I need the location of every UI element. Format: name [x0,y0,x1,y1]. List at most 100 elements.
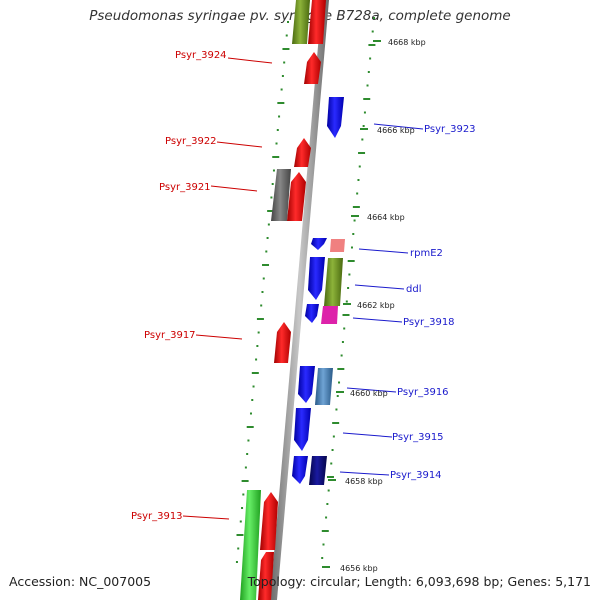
outer-ruler-dot [373,17,375,19]
outer-ruler-dot [338,381,341,384]
inner-ruler-dot [287,21,289,23]
outer-ruler-dot [366,84,369,87]
label-psyr-3924[interactable]: Psyr_3924 [175,50,227,61]
outer-ruler-dot [362,125,365,127]
label-psyr-3922[interactable]: Psyr_3922 [165,136,217,147]
label-psyr-3916[interactable]: Psyr_3916 [397,387,449,398]
outer-ruler-dots [321,17,376,559]
outer-ruler-dot [358,152,366,154]
gene-bottom-red[interactable] [258,552,274,600]
gene-psyr-3923[interactable] [327,97,344,138]
outer-ruler-dot [331,449,334,451]
inner-ruler-dot [251,372,259,374]
outer-ruler-dot [358,165,361,168]
inner-ruler-dot [261,291,264,293]
inner-ruler-dot [270,196,273,199]
outer-ruler-dot [352,233,355,235]
outer-ruler-dot [327,489,330,492]
label-psyr-3918[interactable]: Psyr_3918 [403,317,455,328]
inner-ruler-dot [252,385,255,388]
forward-gene-labels: Psyr_3923 rpmE2 ddl Psyr_3918 Psyr_3916 … [390,124,476,481]
leader-lines-forward [339,123,424,476]
label-psyr-3914[interactable]: Psyr_3914 [390,470,442,481]
gene-top-red [308,0,326,44]
genome-backbone [270,0,329,600]
inner-ruler-dot [256,345,259,347]
label-psyr-3921[interactable]: Psyr_3921 [159,182,211,193]
label-ddl[interactable]: ddl [406,284,421,295]
outer-ruler-dot [350,246,353,249]
outer-ruler-dot [348,273,351,276]
gene-psyr-3913[interactable] [260,492,278,550]
outer-ruler-dot [363,111,366,114]
inner-ruler-dot [272,169,275,172]
outer-ruler-dot [371,30,374,33]
tick-label-4660: 4660 kbp [350,389,388,398]
gene-ddl-blue[interactable] [308,257,325,300]
inner-ruler-dot [251,399,254,401]
outer-ruler-dot [356,192,359,195]
gene-psyr-3914[interactable] [309,456,327,485]
kbp-labels: 4668 kbp 4666 kbp 4664 kbp 4662 kbp 4660… [340,38,426,573]
gene-psyr-3921-gray[interactable] [271,169,291,221]
inner-ruler-dot [246,426,254,428]
outer-ruler-dot [330,462,333,465]
gene-psyr-3916-blue[interactable] [298,366,315,403]
gene-psyr-3924[interactable] [304,52,321,84]
outer-ruler-dot [342,314,350,316]
gene-psyr-3913-green[interactable] [240,490,261,600]
inner-ruler-dot [249,412,252,415]
inner-ruler-dot [276,129,279,131]
label-rpme2[interactable]: rpmE2 [410,248,443,259]
inner-ruler-dot [255,358,258,361]
outer-ruler-dot [321,530,329,532]
inner-ruler-dot [262,277,265,280]
inner-ruler-dot [257,331,260,334]
gene-psyr-3916[interactable] [315,368,333,405]
outer-ruler-dot [341,341,344,343]
label-psyr-3923[interactable]: Psyr_3923 [424,124,476,135]
inner-ruler-dot [275,142,278,145]
inner-ruler-dot [280,88,283,91]
gene-psyr-3914-blue[interactable] [292,456,308,484]
outer-ruler-dot [352,206,360,208]
inner-ruler-dot [265,250,268,253]
gene-psyr-3918-blue[interactable] [305,304,319,323]
gene-ddl[interactable] [324,258,343,306]
outer-ruler-dot [325,516,328,519]
inner-ruler-dot [285,34,288,37]
label-psyr-3917[interactable]: Psyr_3917 [144,330,196,341]
outer-ruler-dot [361,138,364,141]
inner-ruler-dot [278,115,281,118]
outer-ruler-dot [332,422,340,424]
inner-ruler-dot [241,480,249,482]
label-psyr-3915[interactable]: Psyr_3915 [392,432,444,443]
gene-psyr-3922[interactable] [294,138,311,167]
reverse-strand-genes [240,0,326,600]
outer-ruler-dot [321,557,324,559]
label-psyr-3913[interactable]: Psyr_3913 [131,511,183,522]
gene-psyr-3917[interactable] [274,322,291,363]
inner-ruler-dot [242,493,245,496]
outer-ruler-dot [343,327,346,330]
inner-ruler-dot [267,210,275,212]
gene-rpme2[interactable] [311,238,327,250]
outer-ruler-dot [357,179,360,181]
outer-ruler-dot [368,44,376,46]
inner-ruler-dot [246,453,249,455]
gene-top-olive [292,0,310,44]
gene-psyr-3915[interactable] [294,408,311,451]
gene-psyr-3921[interactable] [287,172,306,221]
inner-ruler-dot [236,534,244,536]
inner-ruler-dot [262,264,270,266]
topology-text: Topology: circular; Length: 6,093,698 bp… [247,574,591,589]
gene-rpme2-pink[interactable] [330,239,345,252]
outer-ruler-dot [337,368,345,370]
gene-psyr-3918[interactable] [321,306,338,324]
reverse-gene-labels: Psyr_3924 Psyr_3922 Psyr_3921 Psyr_3917 … [131,50,227,522]
inner-ruler-dot [281,75,284,77]
kbp-tick-marks [322,40,381,568]
inner-ruler-dot [244,466,247,469]
tick-label-4656: 4656 kbp [340,564,378,573]
